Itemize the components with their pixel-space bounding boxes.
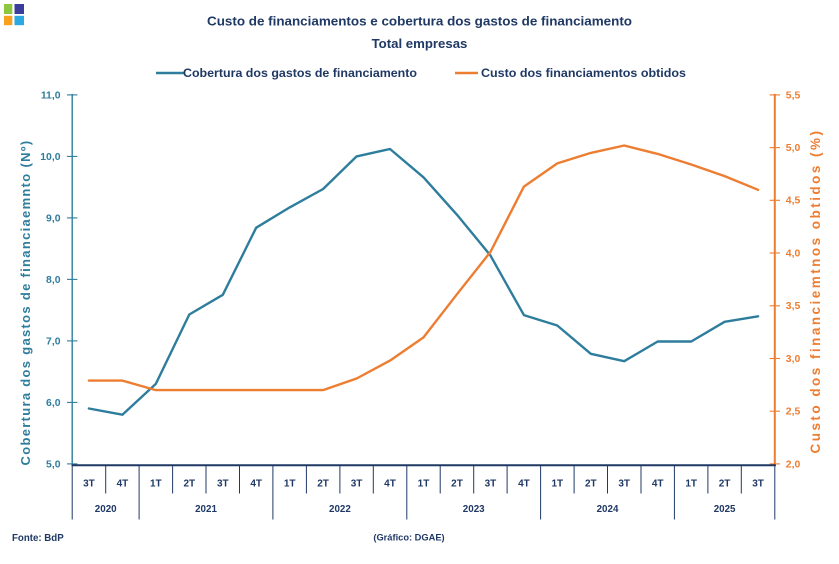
- svg-text:8,0: 8,0: [46, 275, 61, 286]
- svg-text:1T: 1T: [418, 479, 430, 490]
- svg-text:2T: 2T: [183, 479, 195, 490]
- svg-text:2,0: 2,0: [786, 459, 801, 470]
- svg-text:2020: 2020: [95, 504, 117, 515]
- svg-text:5,0: 5,0: [786, 143, 801, 154]
- svg-text:9,0: 9,0: [46, 213, 61, 224]
- svg-text:2021: 2021: [195, 504, 217, 515]
- svg-text:Fonte: BdP: Fonte: BdP: [12, 533, 64, 544]
- svg-text:2T: 2T: [317, 479, 329, 490]
- svg-text:2T: 2T: [719, 479, 731, 490]
- svg-text:7,0: 7,0: [46, 336, 61, 347]
- svg-text:Cobertura dos gastos de financ: Cobertura dos gastos de financiaemnto (N…: [18, 140, 33, 466]
- svg-text:2024: 2024: [597, 504, 619, 515]
- svg-text:4T: 4T: [250, 479, 262, 490]
- svg-text:6,0: 6,0: [46, 398, 61, 409]
- svg-text:1T: 1T: [685, 479, 697, 490]
- svg-text:10,0: 10,0: [40, 152, 60, 163]
- svg-text:Custo de financiamentos e cobe: Custo de financiamentos e cobertura dos …: [207, 14, 632, 29]
- svg-text:2022: 2022: [329, 504, 351, 515]
- svg-text:3,5: 3,5: [786, 301, 801, 312]
- svg-text:11,0: 11,0: [41, 90, 61, 101]
- svg-text:2,5: 2,5: [786, 407, 801, 418]
- svg-text:4T: 4T: [518, 479, 530, 490]
- svg-text:4,0: 4,0: [786, 248, 801, 259]
- svg-text:3T: 3T: [752, 479, 764, 490]
- svg-text:2T: 2T: [451, 479, 463, 490]
- svg-text:Custo dos financiemtnos obtido: Custo dos financiemtnos obtidos (%): [808, 129, 823, 454]
- svg-text:5,5: 5,5: [786, 90, 801, 101]
- svg-text:2023: 2023: [463, 504, 485, 515]
- svg-text:3T: 3T: [485, 479, 497, 490]
- svg-text:3,0: 3,0: [786, 354, 801, 365]
- svg-text:Custo dos financiamentos obtid: Custo dos financiamentos obtidos: [481, 67, 686, 80]
- svg-text:4T: 4T: [652, 479, 664, 490]
- svg-text:4T: 4T: [384, 479, 396, 490]
- svg-text:4T: 4T: [117, 479, 129, 490]
- svg-text:3T: 3T: [618, 479, 630, 490]
- svg-text:5,0: 5,0: [46, 459, 61, 470]
- svg-text:3T: 3T: [217, 479, 229, 490]
- svg-text:(Gráfico: DGAE): (Gráfico: DGAE): [373, 533, 444, 543]
- svg-text:3T: 3T: [351, 479, 363, 490]
- svg-text:Cobertura dos gastos de financ: Cobertura dos gastos de financiamento: [183, 67, 417, 80]
- svg-text:2T: 2T: [585, 479, 597, 490]
- svg-text:Total empresas: Total empresas: [372, 36, 468, 51]
- svg-text:3T: 3T: [83, 479, 95, 490]
- svg-text:2025: 2025: [714, 504, 736, 515]
- svg-text:1T: 1T: [284, 479, 296, 490]
- svg-text:4,5: 4,5: [786, 196, 801, 207]
- svg-text:1T: 1T: [150, 479, 162, 490]
- svg-text:1T: 1T: [551, 479, 563, 490]
